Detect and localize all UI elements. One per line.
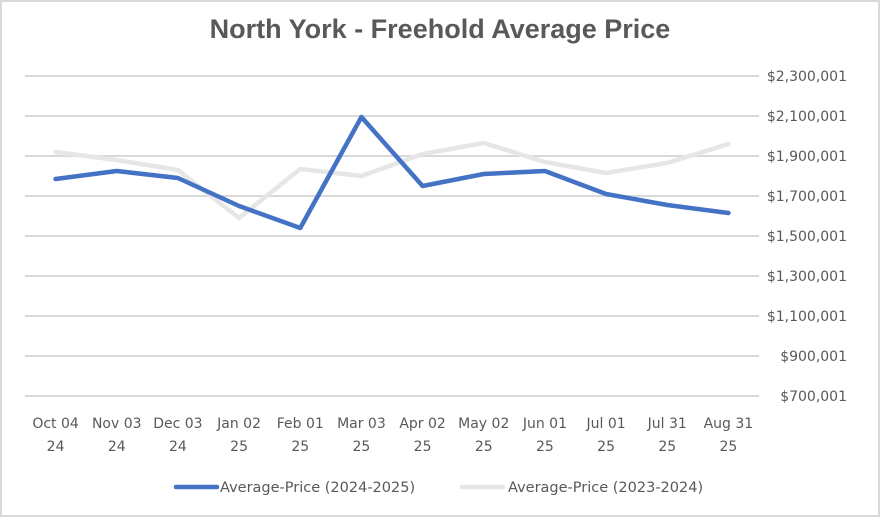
x-tick-label: Jul 01: [586, 416, 626, 432]
y-axis-ticks: $2,300,001 $2,100,001 $1,900,001 $1,700,001…: [767, 69, 847, 405]
series-line-2023-2024: [53, 140, 731, 221]
x-tick-label: Jul 31: [647, 416, 687, 432]
x-tick-label-year: 25: [475, 439, 493, 455]
chart-title: North York - Freehold Average Price: [209, 14, 671, 44]
x-tick-label-year: 25: [658, 439, 676, 455]
y-tick-label: $1,100,001: [767, 309, 847, 325]
x-tick-label-year: 24: [108, 439, 126, 455]
x-tick-label: Jan 02: [216, 416, 261, 432]
series-lines: [53, 114, 731, 231]
y-tick-label: $700,001: [780, 389, 847, 405]
x-axis-ticks: Oct 04 24 Nov 03 24 Dec 03 24 Jan 02 25 Feb 01 25…: [32, 416, 753, 455]
y-tick-label: $1,700,001: [767, 189, 847, 205]
y-tick-label: $1,500,001: [767, 229, 847, 245]
legend-label: Average-Price (2024-2025): [220, 480, 415, 496]
y-tick-label: $2,300,001: [767, 69, 847, 85]
legend-label: Average-Price (2023-2024): [508, 480, 703, 496]
gridlines: [25, 75, 759, 397]
y-tick-label: $1,900,001: [767, 149, 847, 165]
x-tick-label-year: 25: [414, 439, 432, 455]
x-tick-label: Aug 31: [704, 416, 754, 432]
x-tick-label: Dec 03: [153, 416, 202, 432]
series-line-2024-2025: [53, 114, 731, 231]
x-tick-label-year: 25: [597, 439, 615, 455]
x-tick-label: Oct 04: [32, 416, 79, 432]
x-tick-label: May 02: [458, 416, 509, 432]
x-tick-label: Nov 03: [92, 416, 142, 432]
x-tick-label-year: 25: [353, 439, 371, 455]
x-tick-label-year: 25: [291, 439, 309, 455]
legend: Average-Price (2024-2025) Average-Price (…: [173, 480, 703, 496]
x-tick-label: Apr 02: [399, 416, 445, 432]
x-tick-label: Mar 03: [337, 416, 386, 432]
y-tick-label: $900,001: [780, 349, 847, 365]
y-tick-label: $2,100,001: [767, 109, 847, 125]
x-tick-label-year: 24: [169, 439, 187, 455]
y-tick-label: $1,300,001: [767, 269, 847, 285]
x-tick-label-year: 25: [720, 439, 738, 455]
x-tick-label-year: 24: [47, 439, 65, 455]
x-tick-label-year: 25: [536, 439, 554, 455]
x-tick-label: Feb 01: [277, 416, 324, 432]
x-tick-label-year: 25: [230, 439, 248, 455]
x-tick-label: Jun 01: [522, 416, 567, 432]
